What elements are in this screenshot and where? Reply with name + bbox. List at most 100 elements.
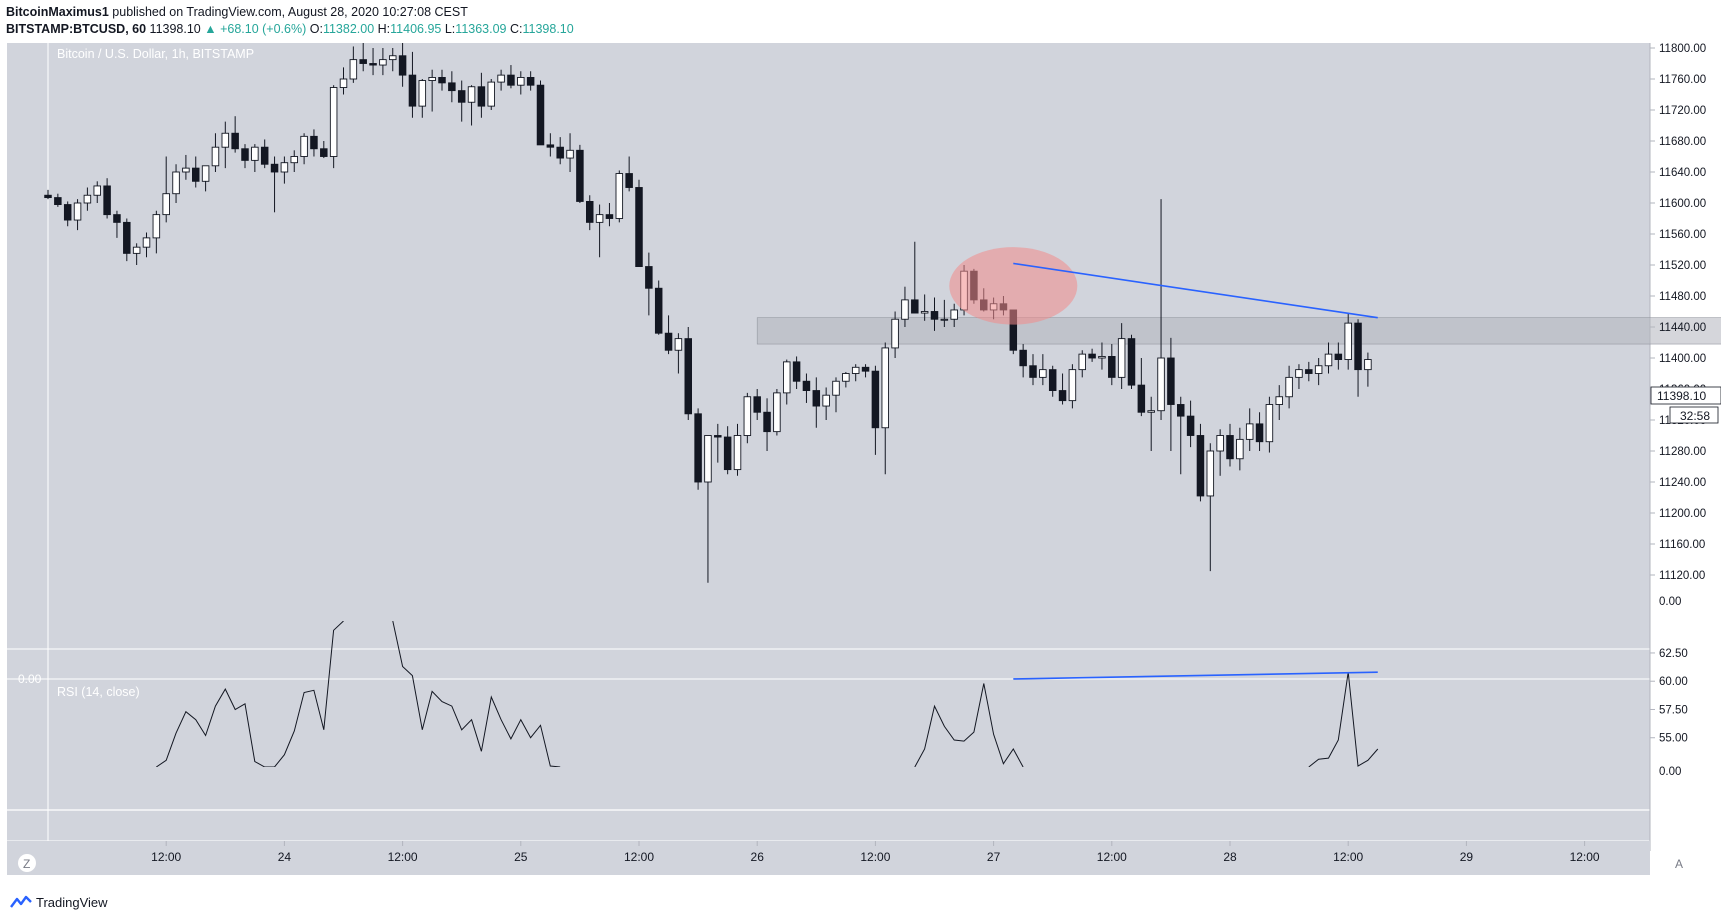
candle-up bbox=[152, 214, 161, 239]
high-value: 11406.95 bbox=[390, 22, 442, 36]
candle-up bbox=[674, 338, 683, 351]
candle bbox=[389, 48, 397, 72]
tradingview-footer[interactable]: TradingView bbox=[10, 892, 108, 912]
candle bbox=[1305, 361, 1313, 382]
candle-down bbox=[457, 90, 466, 103]
candle bbox=[63, 201, 72, 227]
ohlc-line: BITSTAMP:BTCUSD, 60 11398.10 ▲ +68.10 (+… bbox=[6, 21, 1706, 38]
candle-up bbox=[733, 435, 742, 471]
candle bbox=[1245, 408, 1254, 451]
candle-up bbox=[132, 246, 141, 254]
candle-up bbox=[1098, 356, 1106, 359]
time-tick-label: 29 bbox=[1460, 850, 1474, 864]
price-tick-label: 11640.00 bbox=[1659, 167, 1706, 179]
price-trendline bbox=[1013, 262, 1378, 319]
candle-up bbox=[221, 132, 230, 148]
candle-down bbox=[123, 221, 131, 254]
candle-up bbox=[1206, 450, 1215, 497]
candle bbox=[1216, 429, 1224, 476]
candle-up bbox=[1245, 423, 1254, 440]
candle-up bbox=[1117, 338, 1126, 378]
candle-down bbox=[526, 77, 535, 86]
candle bbox=[950, 303, 958, 327]
candle-down bbox=[103, 185, 111, 216]
chart-svg[interactable]: 11800.00 11760.00 11720.00 11680.00 11640.00… bbox=[0, 40, 1721, 883]
candle bbox=[457, 80, 466, 122]
candle bbox=[812, 377, 821, 428]
candle bbox=[54, 193, 62, 207]
candle-up bbox=[851, 366, 860, 374]
candle bbox=[369, 48, 377, 76]
price-tick-label: 11120.00 bbox=[1659, 570, 1705, 582]
chart-area[interactable]: 11800.00 11760.00 11720.00 11680.00 11640.00… bbox=[0, 40, 1721, 883]
candle-down bbox=[438, 77, 446, 84]
candle-up bbox=[290, 156, 299, 164]
candle-up bbox=[339, 78, 348, 88]
candle bbox=[1364, 352, 1372, 387]
candle bbox=[576, 144, 584, 203]
candle-down bbox=[871, 370, 880, 429]
candle-down bbox=[113, 214, 121, 223]
candle-up bbox=[1078, 353, 1086, 371]
rsi-tick-label: 62.50 bbox=[1659, 648, 1688, 660]
publish-info: published on TradingView.com, August 28,… bbox=[112, 5, 468, 19]
candle bbox=[733, 423, 742, 476]
candle-up bbox=[162, 193, 170, 216]
candle-down bbox=[63, 204, 72, 221]
candle bbox=[1285, 365, 1293, 409]
candle-up bbox=[1216, 435, 1224, 452]
candle-down bbox=[536, 84, 545, 146]
time-tick-label: 26 bbox=[751, 850, 765, 864]
candle-down bbox=[270, 163, 279, 173]
candle bbox=[1167, 337, 1175, 451]
candle-down bbox=[1127, 338, 1136, 386]
candle bbox=[93, 181, 101, 203]
price-axis[interactable] bbox=[1650, 43, 1721, 883]
candle-up bbox=[379, 59, 387, 66]
candle-up bbox=[595, 214, 604, 223]
candle bbox=[1226, 423, 1234, 467]
price-tick-label: 11760.00 bbox=[1659, 74, 1706, 86]
candle bbox=[221, 121, 230, 169]
rsi-pane[interactable] bbox=[7, 679, 1650, 841]
time-tick-label: 28 bbox=[1223, 850, 1237, 864]
candle bbox=[359, 40, 367, 72]
candle bbox=[723, 426, 732, 475]
low-value: 11363.09 bbox=[455, 22, 507, 36]
price-pane[interactable] bbox=[7, 43, 1650, 649]
candle bbox=[773, 389, 781, 436]
candle-down bbox=[1226, 435, 1234, 460]
candle-down bbox=[448, 82, 456, 92]
candle bbox=[842, 371, 850, 388]
author-name[interactable]: BitcoinMaximus1 bbox=[6, 5, 109, 19]
candle bbox=[1048, 365, 1057, 397]
price-tick-label: 11400.00 bbox=[1659, 353, 1706, 365]
candle bbox=[1117, 323, 1126, 389]
candle-up bbox=[773, 392, 781, 433]
candle-down bbox=[911, 299, 919, 314]
candle-down bbox=[792, 361, 801, 382]
price-tick-label: 11600.00 bbox=[1659, 198, 1706, 210]
rsi-axis-lower-label: 0.00 bbox=[1659, 766, 1681, 778]
candle bbox=[605, 203, 614, 227]
time-axis[interactable] bbox=[7, 841, 1650, 875]
candle bbox=[142, 232, 151, 258]
candle bbox=[714, 423, 722, 463]
candle-down bbox=[369, 63, 377, 66]
time-tick-label: 27 bbox=[987, 850, 1001, 864]
candle-up bbox=[1344, 322, 1352, 360]
candle-down bbox=[723, 436, 732, 471]
candle bbox=[635, 179, 643, 268]
candle-down bbox=[546, 144, 555, 148]
candle bbox=[1078, 350, 1086, 378]
candle bbox=[418, 79, 427, 118]
candle bbox=[753, 389, 761, 420]
pane-separator[interactable] bbox=[7, 649, 1650, 679]
zoom-badge[interactable]: Z bbox=[18, 854, 36, 872]
time-tick-label: 25 bbox=[514, 850, 528, 864]
auto-scale-badge[interactable]: A bbox=[1670, 854, 1688, 872]
current-price-marker: 11398.10 32:58 bbox=[1650, 386, 1721, 424]
time-tick-label: 12:00 bbox=[151, 850, 181, 864]
candle-up bbox=[497, 74, 505, 83]
candle-up bbox=[389, 55, 397, 61]
